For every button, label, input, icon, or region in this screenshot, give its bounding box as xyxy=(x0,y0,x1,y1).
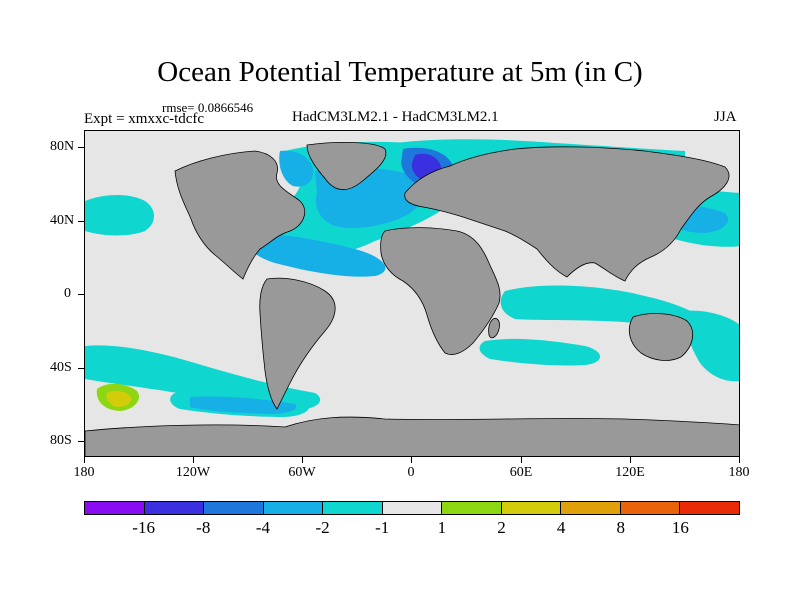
colorbar-box xyxy=(144,502,205,514)
colorbar-label: -16 xyxy=(132,518,155,537)
anomaly-patch-labrador xyxy=(279,150,314,187)
anomaly-patch-warm-inner xyxy=(106,390,132,407)
colorbar-label: -1 xyxy=(375,518,390,537)
land-antarctica xyxy=(85,416,739,456)
colorbar-box xyxy=(501,502,562,514)
colorbar-label: 4 xyxy=(556,518,566,537)
colorbar-label: 16 xyxy=(671,518,689,537)
lat-label-40s: 40S xyxy=(50,360,72,375)
lon-tick xyxy=(302,457,303,463)
colorbar-box xyxy=(85,502,145,514)
lon-label-60e: 60E xyxy=(509,465,533,480)
lat-tick xyxy=(78,441,84,442)
colorbar-label: -8 xyxy=(196,518,211,537)
lon-tick xyxy=(630,457,631,463)
land-eurasia xyxy=(404,146,730,282)
anomaly-patch-southern-ocean-indian xyxy=(479,338,600,366)
lon-label-0: 0 xyxy=(407,465,415,480)
colorbar-label: -2 xyxy=(315,518,330,537)
land-australia xyxy=(628,313,694,361)
lon-tick xyxy=(84,457,85,463)
map-panel xyxy=(84,130,740,457)
lat-label-80n: 80N xyxy=(50,139,75,154)
lat-label-equator: 0 xyxy=(64,286,71,301)
anomaly-patch-southern-ocean-pacific xyxy=(85,345,321,409)
lon-tick xyxy=(739,457,740,463)
colorbar xyxy=(84,501,740,515)
colorbar-box xyxy=(680,502,740,514)
anomaly-patch-north-pacific-east xyxy=(85,195,154,236)
lon-label-180e: 180 xyxy=(728,465,750,480)
colorbar-box xyxy=(204,502,264,514)
colorbar-box xyxy=(561,502,621,514)
colorbar-label: 2 xyxy=(497,518,506,537)
land-masses xyxy=(85,141,739,456)
world-map xyxy=(85,139,739,456)
lon-label-180w: 180 xyxy=(73,465,95,480)
lon-label-120e: 120E xyxy=(615,465,645,480)
lat-tick xyxy=(78,294,84,295)
colorbar-box xyxy=(382,502,443,514)
page-title: Ocean Potential Temperature at 5m (in C) xyxy=(157,56,643,88)
lon-tick xyxy=(521,457,522,463)
lon-tick xyxy=(411,457,412,463)
lat-label-40n: 40N xyxy=(50,213,75,228)
anomaly-patch-southern-ocean-deep xyxy=(190,396,297,414)
land-madagascar xyxy=(488,318,500,339)
anomaly-patch-gulf-stream xyxy=(244,234,386,277)
lon-tick xyxy=(193,457,194,463)
lat-tick xyxy=(78,221,84,222)
experiment-label: Expt = xmxxc-tdcfc xyxy=(84,111,205,127)
anomaly-patch-south-pacific-west xyxy=(684,310,739,382)
colorbar-label: 1 xyxy=(437,518,447,537)
land-greenland xyxy=(306,141,387,190)
lat-label-80s: 80S xyxy=(50,433,72,448)
models-label: HadCM3LM2.1 - HadCM3LM2.1 xyxy=(292,109,499,125)
lat-tick xyxy=(78,147,84,148)
land-africa xyxy=(380,227,501,355)
colorbar-box xyxy=(263,502,324,514)
rmse-label: rmse= 0.0866546 xyxy=(162,100,254,115)
colorbar-box xyxy=(620,502,681,514)
lat-tick xyxy=(78,368,84,369)
colorbar-label: 8 xyxy=(616,518,625,537)
season-label: JJA xyxy=(714,109,737,125)
colorbar-box xyxy=(442,502,502,514)
lon-label-120w: 120W xyxy=(175,465,211,480)
lon-label-60w: 60W xyxy=(288,465,316,480)
land-south-america xyxy=(259,277,336,410)
land-north-america xyxy=(174,150,306,280)
colorbar-label: -4 xyxy=(255,518,270,537)
colorbar-box xyxy=(323,502,383,514)
